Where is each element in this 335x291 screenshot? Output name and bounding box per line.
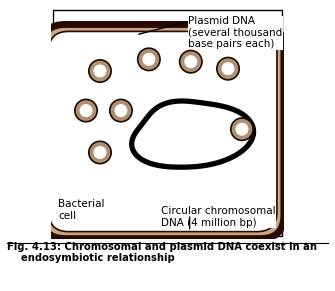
- Circle shape: [231, 118, 253, 140]
- Polygon shape: [132, 101, 254, 167]
- Circle shape: [217, 58, 239, 80]
- Text: Bacterial
cell: Bacterial cell: [58, 199, 105, 221]
- Circle shape: [93, 65, 107, 77]
- FancyBboxPatch shape: [42, 24, 284, 239]
- Circle shape: [89, 141, 111, 164]
- FancyBboxPatch shape: [49, 31, 277, 232]
- Circle shape: [180, 51, 202, 73]
- Circle shape: [93, 146, 107, 159]
- Circle shape: [79, 104, 92, 117]
- Circle shape: [75, 100, 97, 122]
- Circle shape: [142, 53, 155, 66]
- Circle shape: [89, 60, 111, 82]
- Text: Fig. 4.13: Chromosomal and plasmid DNA coexist in an
    endosymbiotic relations: Fig. 4.13: Chromosomal and plasmid DNA c…: [7, 242, 317, 263]
- Circle shape: [138, 48, 160, 70]
- Circle shape: [236, 123, 249, 136]
- Circle shape: [115, 104, 127, 117]
- Circle shape: [110, 100, 132, 122]
- FancyBboxPatch shape: [53, 10, 282, 236]
- Circle shape: [221, 62, 234, 75]
- Text: Circular chromosomal
DNA (4 million bp): Circular chromosomal DNA (4 million bp): [160, 206, 275, 228]
- Circle shape: [184, 55, 197, 68]
- Text: Plasmid DNA
(several thousand
base pairs each): Plasmid DNA (several thousand base pairs…: [189, 16, 283, 49]
